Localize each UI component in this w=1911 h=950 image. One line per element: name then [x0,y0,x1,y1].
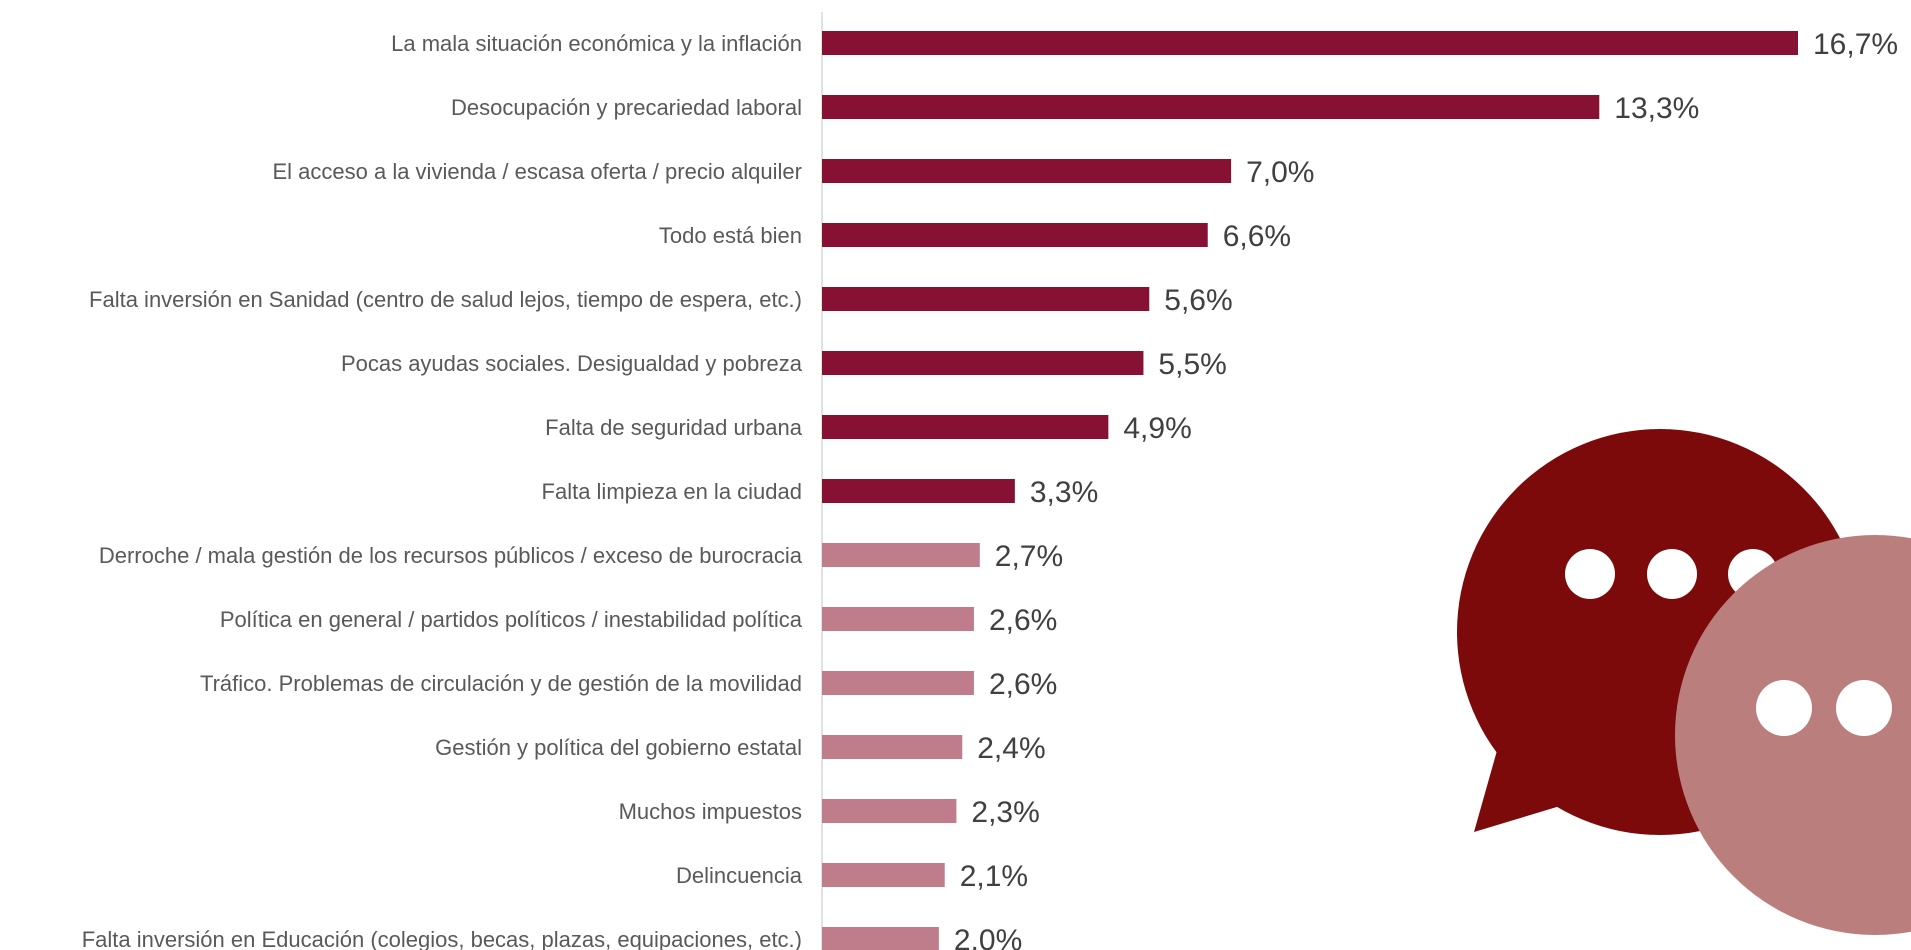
bar [822,927,939,950]
category-label: Política en general / partidos políticos… [220,607,803,632]
category-label: El acceso a la vivienda / escasa oferta … [272,159,802,184]
value-label: 16,7% [1813,28,1898,61]
value-label: 3,3% [1030,476,1098,509]
chart-row: Todo está bien 6,6% [659,220,1291,253]
bar [822,799,957,823]
chart-row: Política en general / partidos políticos… [220,604,1057,637]
category-label: Muchos impuestos [619,799,802,824]
bar [822,735,963,759]
chart-row: Falta limpieza en la ciudad 3,3% [542,476,1099,509]
category-label: La mala situación económica y la inflaci… [391,31,802,56]
chart-row: Gestión y política del gobierno estatal 2… [435,732,1046,765]
chart-row: Tráfico. Problemas de circulación y de g… [200,668,1057,701]
bar [822,159,1232,183]
chart-row: La mala situación económica y la inflaci… [391,28,1898,61]
category-label: Tráfico. Problemas de circulación y de g… [200,671,802,696]
value-label: 2,0% [954,924,1022,950]
category-label: Derroche / mala gestión de los recursos … [99,543,803,568]
chart-row: Falta de seguridad urbana 4,9% [545,412,1192,445]
value-label: 2,6% [989,668,1057,701]
category-label: Desocupación y precariedad laboral [451,95,802,120]
bar [822,287,1150,311]
bar [822,863,945,887]
value-label: 6,6% [1223,220,1291,253]
value-label: 2,6% [989,604,1057,637]
bar [822,31,1798,55]
category-label: Falta de seguridad urbana [545,415,803,440]
chart-rows: La mala situación económica y la inflaci… [82,28,1898,950]
chart-row: Desocupación y precariedad laboral 13,3% [451,92,1699,125]
bar [822,479,1015,503]
bar [822,607,974,631]
category-label: Falta limpieza en la ciudad [542,479,802,504]
bar [822,223,1208,247]
chart-row: El acceso a la vivienda / escasa oferta … [272,156,1314,189]
value-label: 2,4% [977,732,1045,765]
bar [822,671,974,695]
chart-row: Derroche / mala gestión de los recursos … [99,540,1063,573]
value-label: 2,7% [995,540,1063,573]
bar [822,351,1144,375]
chart-row: Pocas ayudas sociales. Desigualdad y pob… [341,348,1227,381]
category-label: Delincuencia [676,863,803,888]
category-label: Pocas ayudas sociales. Desigualdad y pob… [341,351,803,376]
category-label: Todo está bien [659,223,802,248]
chart-row: Muchos impuestos 2,3% [619,796,1040,829]
value-label: 4,9% [1123,412,1191,445]
category-label: Falta inversión en Educación (colegios, … [82,927,802,950]
value-label: 13,3% [1614,92,1699,125]
chart-row: Delincuencia 2,1% [676,860,1028,893]
speech-bubble-light-icon [1675,535,1911,935]
value-label: 2,1% [960,860,1028,893]
value-label: 5,6% [1164,284,1232,317]
value-label: 7,0% [1246,156,1314,189]
value-label: 5,5% [1158,348,1226,381]
speech-bubbles-icon [1457,429,1911,935]
bar [822,543,980,567]
value-label: 2,3% [971,796,1039,829]
category-label: Gestión y política del gobierno estatal [435,735,802,760]
bar [822,95,1600,119]
bar [822,415,1109,439]
chart-row: Falta inversión en Sanidad (centro de sa… [89,284,1233,317]
chart-row: Falta inversión en Educación (colegios, … [82,924,1022,950]
category-label: Falta inversión en Sanidad (centro de sa… [89,287,802,312]
